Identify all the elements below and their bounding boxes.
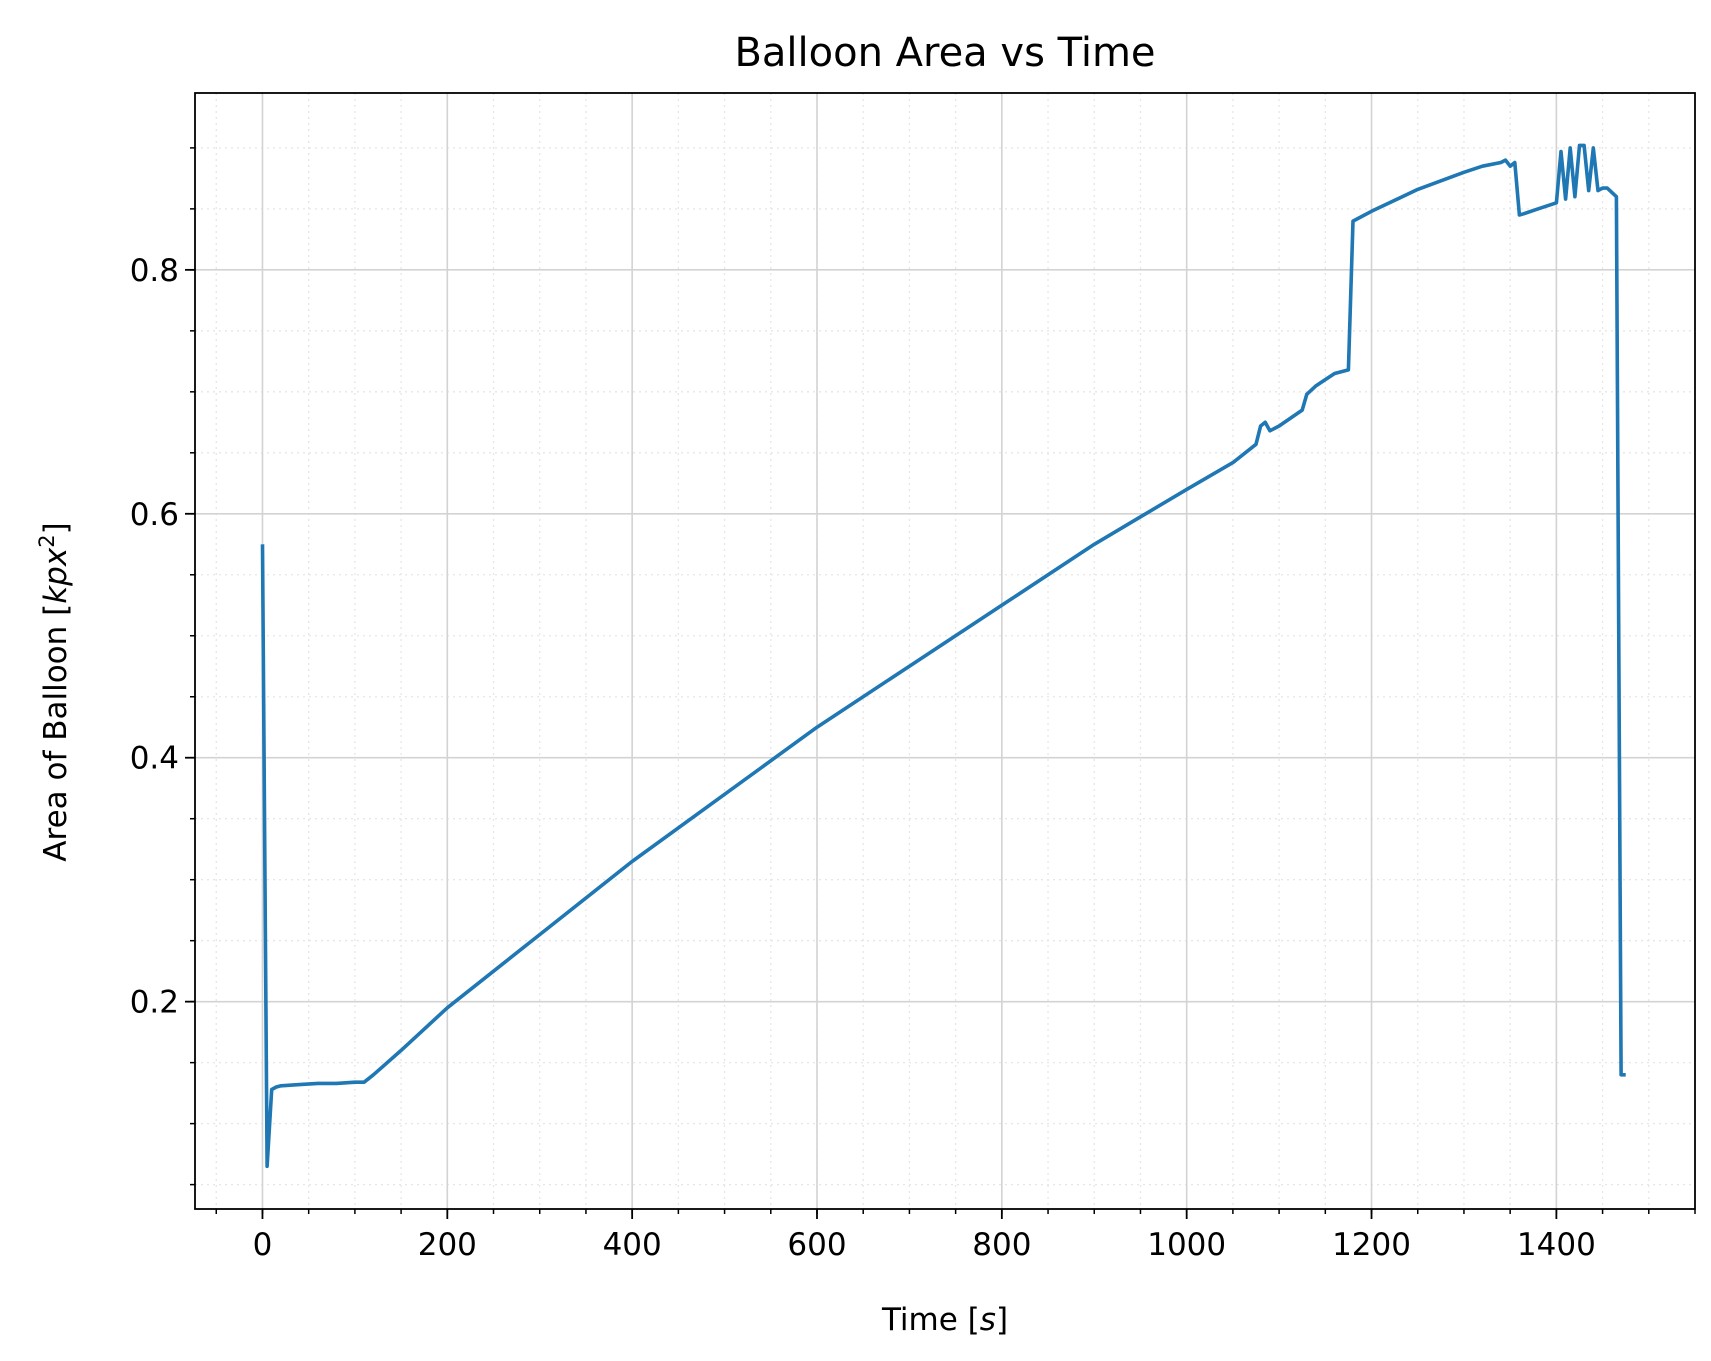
y-axis-label-text: Area of Balloon	[38, 626, 74, 862]
x-tick-label: 1400	[1517, 1227, 1596, 1263]
series-layer	[260, 143, 1626, 1169]
y-axis-unit: kpx	[38, 547, 74, 604]
major-grid	[195, 93, 1695, 1209]
x-axis-unit: s	[980, 1302, 996, 1338]
x-tick-label: 800	[972, 1227, 1031, 1263]
x-axis-label-text: Time	[881, 1302, 958, 1338]
x-tick-label: 200	[418, 1227, 477, 1263]
axis-tick-labels: 0 200 400 600 800 1000 1200 1400 0.2 0.4 0.6 0.8	[130, 253, 1596, 1263]
x-axis-label: Time [s]	[881, 1302, 1008, 1338]
y-tick-label: 0.6	[130, 497, 179, 533]
axis-ticks	[185, 147, 1696, 1219]
y-tick-label: 0.4	[130, 741, 179, 777]
y-tick-label: 0.2	[130, 985, 179, 1021]
x-tick-label: 1200	[1332, 1227, 1411, 1263]
x-tick-label: 1000	[1147, 1227, 1226, 1263]
x-tick-label: 400	[603, 1227, 662, 1263]
plot-frame	[194, 92, 1696, 1210]
y-tick-label: 0.8	[130, 253, 179, 289]
y-axis-unit-exponent: 2	[35, 534, 59, 547]
series-line	[260, 143, 1626, 1169]
x-tick-label: 600	[787, 1227, 846, 1263]
y-axis-label: Area of Balloon [kpx2]	[35, 522, 74, 861]
chart-title: Balloon Area vs Time	[734, 30, 1155, 76]
x-tick-label: 0	[253, 1227, 273, 1263]
